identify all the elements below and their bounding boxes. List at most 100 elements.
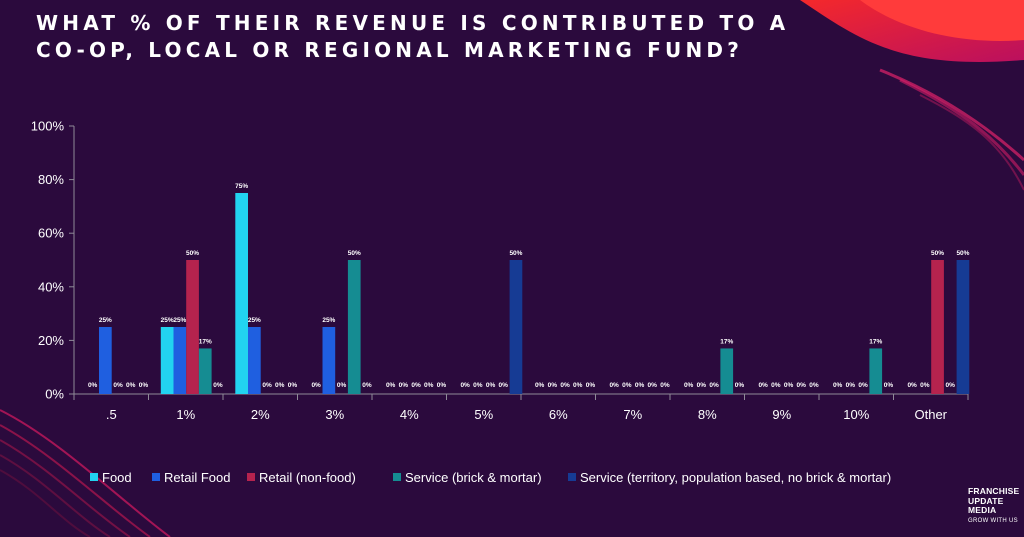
bar [322,327,336,394]
legend-swatch [568,473,576,481]
legend-label: Service (territory, population based, no… [580,470,891,485]
x-tick-label: 7% [623,407,642,422]
x-tick-label: .5 [106,407,117,422]
y-tick-label: 60% [38,226,64,241]
data-label: 0% [548,382,558,389]
data-label: 0% [437,382,447,389]
legend-label: Food [102,470,132,485]
y-tick-label: 0% [45,387,64,402]
data-label: 0% [586,382,596,389]
data-label: 0% [275,382,285,389]
data-label: 0% [399,382,409,389]
bar [186,260,199,394]
bar [248,327,261,394]
x-tick-label: 2% [251,407,270,422]
logo-line-2: UPDATE [968,495,1004,506]
data-label: 0% [139,382,149,389]
data-label: 0% [486,382,496,389]
legend-swatch [90,473,98,481]
bar [347,260,361,394]
data-label: 0% [337,382,347,389]
legend-label: Retail (non-food) [259,470,356,485]
x-tick-label: 1% [176,407,195,422]
page-title: WHAT % OF THEIR REVENUE IS CONTRIBUTED T… [36,10,816,64]
data-label: 50% [931,250,944,257]
chart-legend: Food Retail Food Retail (non-food) Service … [90,470,891,485]
data-label: 17% [869,338,882,345]
data-label: 25% [173,317,186,324]
data-label: 0% [809,382,819,389]
data-label: 0% [386,382,396,389]
data-label: 0% [262,382,272,389]
x-tick-label: 4% [400,407,419,422]
data-label: 0% [846,382,856,389]
y-tick-label: 40% [38,279,64,294]
title-line-1: WHAT % OF THEIR REVENUE IS CONTRIBUTED T… [36,11,790,35]
data-label: 25% [99,317,112,324]
x-tick-label: 10% [843,407,869,422]
data-label: 0% [709,382,719,389]
data-label: 0% [424,382,434,389]
y-tick-label: 20% [38,333,64,348]
data-label: 0% [362,382,372,389]
legend-label: Retail Food [164,470,230,485]
data-label: 0% [697,382,707,389]
x-tick-label: 6% [549,407,568,422]
data-label: 0% [771,382,781,389]
bar [99,327,112,394]
data-label: 0% [648,382,658,389]
data-label: 0% [535,382,545,389]
data-label: 0% [311,382,321,389]
legend-swatch [247,473,255,481]
data-label: 0% [473,382,483,389]
data-label: 0% [635,382,645,389]
data-label: 0% [946,382,956,389]
logo-line-3: MEDIA [968,505,997,515]
data-label: 0% [784,382,794,389]
data-label: 0% [460,382,470,389]
x-tick-label: 8% [698,407,717,422]
y-tick-label: 80% [38,172,64,187]
franchise-update-media-logo: FRANCHISE UPDATE MEDIA GROW WITH US [968,486,1019,526]
bar [235,193,248,394]
x-tick-label: Other [914,407,947,422]
bar [720,348,734,394]
bar [869,348,883,394]
x-tick-label: 5% [474,407,493,422]
data-label: 50% [186,250,199,257]
data-label: 75% [235,183,248,190]
data-label: 0% [622,382,632,389]
data-label: 17% [720,338,733,345]
data-label: 25% [161,317,174,324]
bar [198,348,212,394]
bar [931,260,944,394]
y-tick-label: 100% [31,119,65,134]
data-label: 0% [213,382,223,389]
title-line-2: CO-OP, LOCAL OR REGIONAL MARKETING FUND? [36,38,743,62]
data-label: 0% [660,382,670,389]
data-label: 25% [248,317,261,324]
chart-axes: 0% 20% 40% 60% 80% 100% .5 1% 2% 3% 4% 5% 6% 7% 8% 9% 10… [31,119,969,422]
data-label: 50% [348,250,361,257]
data-label: 0% [411,382,421,389]
decor-swoosh-top-right [800,0,1024,191]
legend-label: Service (brick & mortar) [405,470,542,485]
data-label: 0% [858,382,868,389]
decor-waves-bottom-left [0,409,171,537]
bar [160,327,174,394]
legend-swatch [393,473,401,481]
data-label: 0% [560,382,570,389]
data-label: 0% [113,382,123,389]
data-label: 50% [509,250,522,257]
data-label: 0% [126,382,136,389]
x-tick-label: 3% [325,407,344,422]
data-label: 50% [956,250,969,257]
chart-bars: 0%25%75%0% 0% 0% 0% 0% 0% 0% 0% 0%25% 25% 25% 25%0%… [88,183,970,394]
bar [173,327,187,394]
bar [956,260,970,394]
data-label: 0% [573,382,583,389]
legend-swatch [152,473,160,481]
data-label: 0% [920,382,930,389]
x-tick-label: 9% [772,407,791,422]
data-label: 0% [833,382,843,389]
